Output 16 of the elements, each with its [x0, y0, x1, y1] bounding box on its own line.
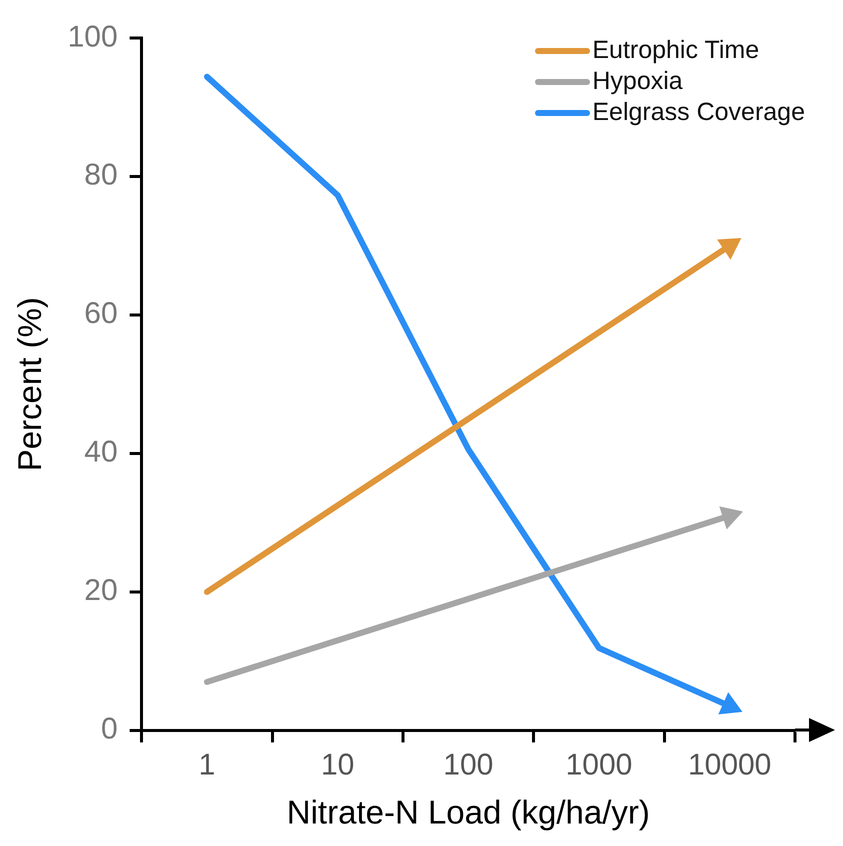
x-tick-label: 1000 [566, 748, 632, 782]
y-tick-label: 20 [84, 574, 118, 608]
legend-label: Hypoxia [592, 67, 683, 96]
y-tick-label: 60 [84, 297, 118, 330]
x-tick-label: 1 [198, 748, 216, 782]
y-tick-label: 40 [84, 436, 118, 469]
x-tick-label: 10 [320, 748, 354, 782]
y-tick-label: 100 [68, 20, 118, 54]
x-axis-title: Nitrate-N Load (kg/ha/yr) [286, 793, 650, 830]
y-tick-label: 0 [100, 712, 118, 746]
y-tick-label: 80 [84, 158, 118, 192]
y-axis-title: Percent (%) [10, 297, 48, 472]
legend-label: Eutrophic Time [592, 36, 760, 65]
x-tick-label: 100 [443, 748, 494, 782]
x-tick-label: 10000 [688, 748, 772, 782]
legend-label: Eelgrass Coverage [592, 98, 805, 127]
